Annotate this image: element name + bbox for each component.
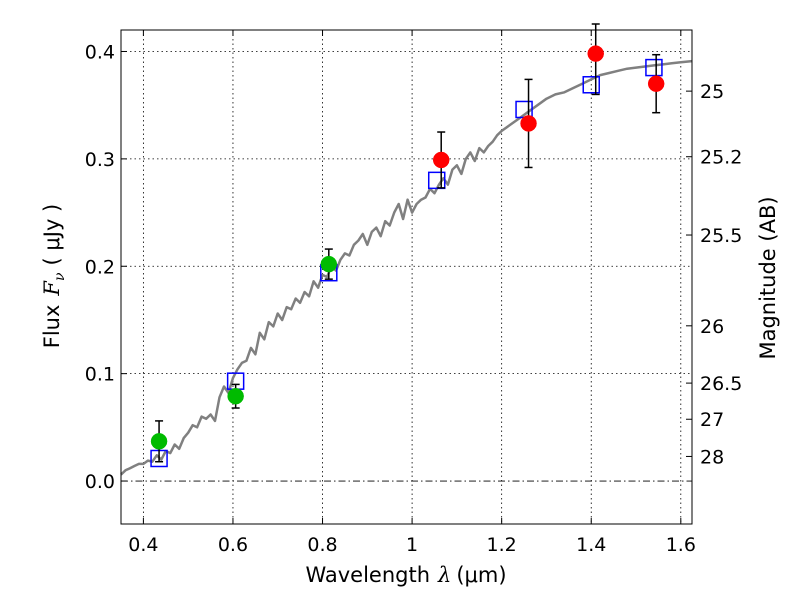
y-axis-label-text: Flux [40,305,64,349]
model-band-fluxes-marker [427,171,446,190]
x-axis-unit: (μm) [456,563,506,587]
magnitude-tick-label: 27 [700,409,724,431]
x-axis-symbol: λ [437,563,451,587]
x-tick-label: 1.2 [487,534,517,556]
x-tick-label: 0.8 [307,534,337,556]
plot-frame [120,29,693,525]
observed-optical-marker [227,387,244,405]
series-layer [120,23,693,476]
x-tick-label: 1 [406,534,418,556]
model-band-fluxes-marker [582,76,600,94]
observed-optical-marker [320,255,338,273]
grid-layer [121,30,692,524]
magnitude-axis-label: Magnitude (AB) [756,196,780,359]
y-axis-subscript: ν [52,272,68,281]
magnitude-tick-label: 25 [700,81,724,103]
x-axis-label: Wavelength λ (μm) [305,563,506,587]
model-spectrum-line [120,59,693,476]
magnitude-tick-label: 26.5 [700,373,742,395]
y-tick-label: 0.3 [85,149,115,171]
y-axis-unit: ( μJy ) [40,204,64,266]
y-axis-label: Flux Fν ( μJy ) [40,204,68,348]
observed-nir-marker [587,45,604,62]
magnitude-tick-label: 25.2 [700,147,742,169]
x-tick-label: 1.4 [576,534,606,556]
observed-nir-marker [647,75,665,92]
observed-optical-marker [150,433,168,450]
y-tick-label: 0.4 [85,41,115,63]
y-axis-symbol: F [40,280,64,297]
x-tick-label: 1.6 [666,534,696,556]
x-tick-label: 0.6 [218,534,248,556]
y-tick-label: 0.2 [85,256,115,278]
observed-nir-marker [520,115,537,132]
model-band-fluxes-marker [645,58,663,77]
magnitude-tick-label: 28 [700,446,724,468]
magnitude-tick-label: 25.5 [700,225,742,247]
x-axis-label-text: Wavelength [305,563,430,587]
observed-nir-marker [432,151,450,169]
y-tick-label: 0.0 [85,471,115,493]
ticks-layer: 0.4 0.6 0.8 1 1.2 1.4 1.6 0.0 0.1 0.2 0.3 0.4 25 25.2… [85,30,742,556]
x-tick-label: 0.4 [128,534,158,556]
y-tick-label: 0.1 [85,364,115,386]
magnitude-tick-label: 26 [700,316,724,338]
